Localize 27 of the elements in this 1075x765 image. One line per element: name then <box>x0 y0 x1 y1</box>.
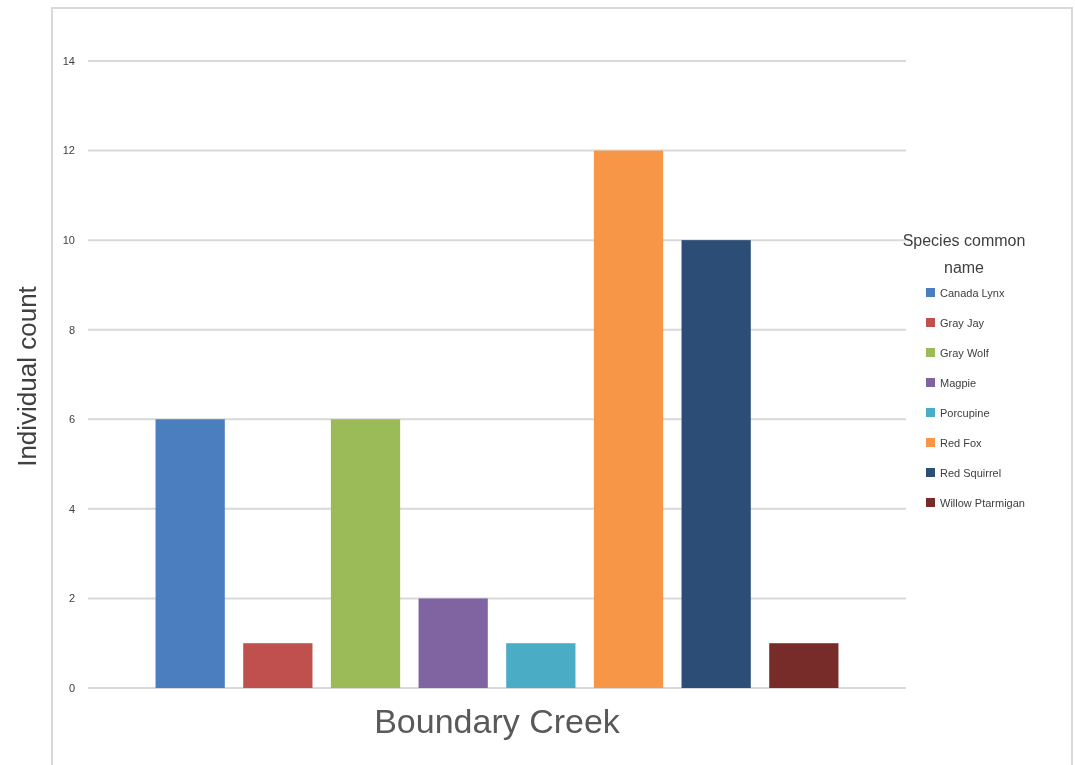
bar <box>593 150 664 688</box>
y-tick-label: 10 <box>62 233 75 246</box>
bar <box>769 643 839 688</box>
y-tick-label: 4 <box>68 502 75 515</box>
y-tick-label: 12 <box>62 144 75 157</box>
legend-title: Species common name <box>902 232 1026 276</box>
bar <box>506 643 576 688</box>
legend-label: Porcupine <box>940 406 990 419</box>
x-tick-label: Boundary Creek <box>374 702 621 740</box>
bar <box>330 419 401 688</box>
legend-label: Magpie <box>940 376 977 389</box>
y-tick-label: 2 <box>68 592 75 605</box>
legend-label: Gray Wolf <box>940 346 990 359</box>
legend-label: Red Fox <box>940 436 983 449</box>
bar <box>681 240 751 688</box>
y-tick-label: 8 <box>68 323 75 336</box>
bar <box>243 643 313 688</box>
legend-label: Canada Lynx <box>940 286 1005 299</box>
legend-label: Red Squirrel <box>940 466 1002 479</box>
y-tick-label: 6 <box>68 413 75 426</box>
legend-label: Willow Ptarmigan <box>940 496 1025 509</box>
legend-label: Gray Jay <box>940 316 985 329</box>
y-tick-label: 0 <box>68 681 75 694</box>
y-tick-label: 14 <box>62 54 75 67</box>
y-axis-title: Individual count <box>12 285 42 467</box>
bar <box>418 598 488 688</box>
bar <box>155 419 225 688</box>
